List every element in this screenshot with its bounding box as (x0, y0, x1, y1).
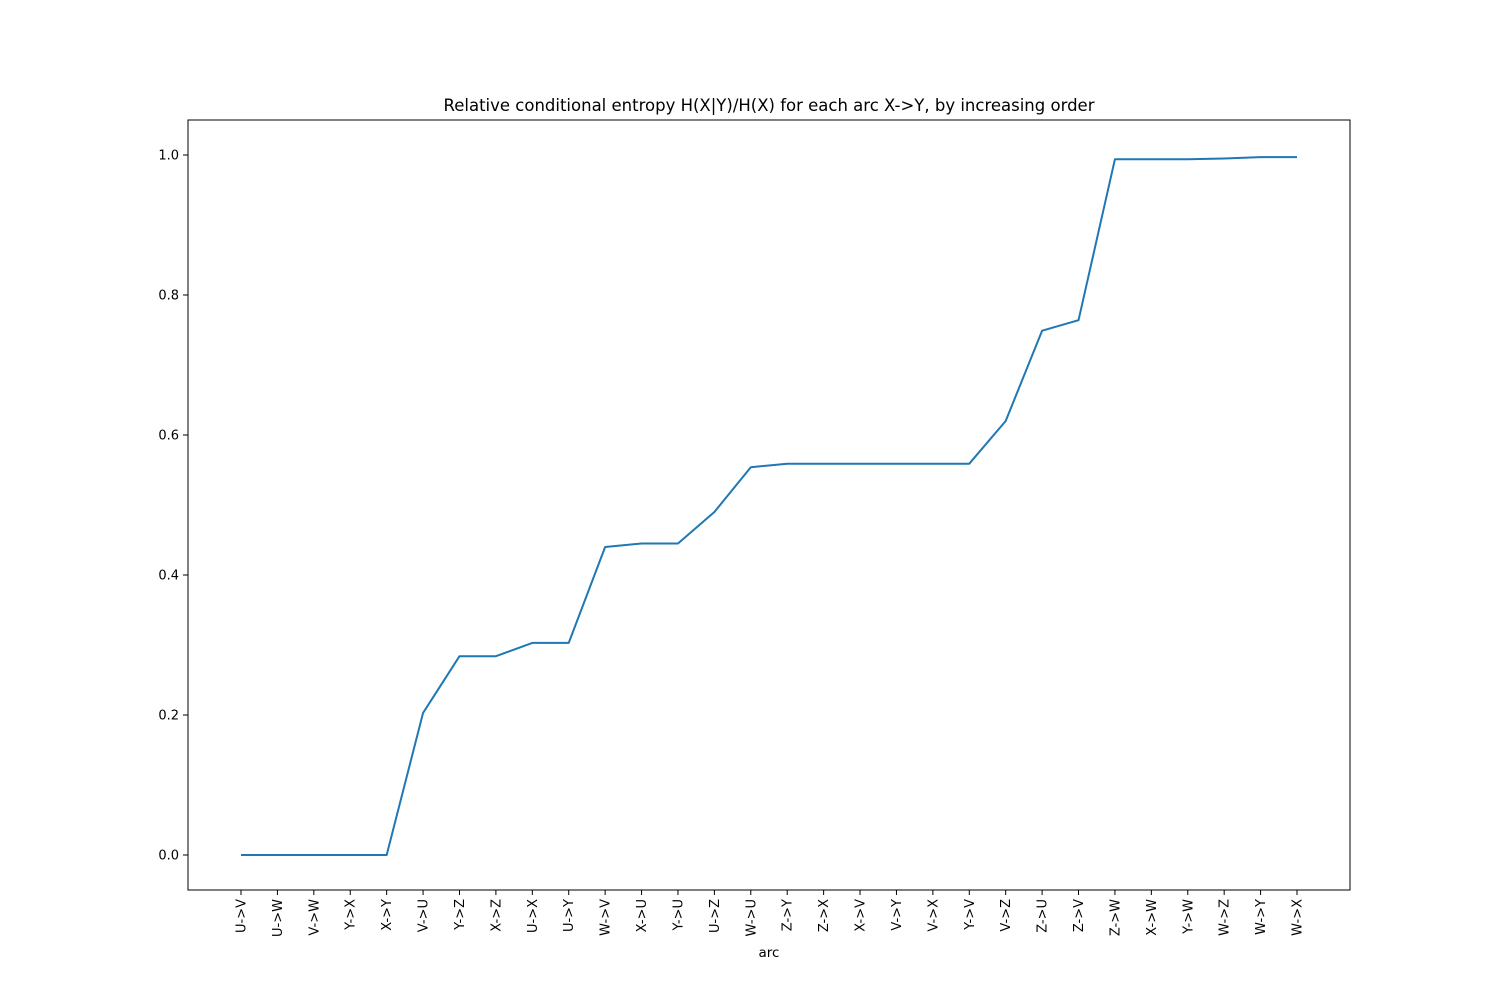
x-tick-label: Y->V (963, 899, 978, 931)
x-tick-label: U->W (271, 899, 286, 937)
x-tick-label: Z->V (1072, 899, 1087, 932)
x-tick-label: W->X (1291, 899, 1306, 936)
x-tick-label: Z->W (1108, 899, 1123, 936)
y-axis: 0.0 0.2 0.4 0.6 0.8 1.0 (158, 149, 188, 864)
x-tick-label: X->W (1145, 899, 1160, 936)
x-tick-label: W->V (599, 899, 614, 936)
y-tick-label: 0.8 (158, 289, 179, 304)
x-tick-label: W->Z (1218, 899, 1233, 936)
y-tick-label: 0.6 (158, 429, 179, 444)
x-tick-label: Y->W (1181, 899, 1196, 935)
chart-title: Relative conditional entropy H(X|Y)/H(X)… (444, 96, 1095, 115)
plot-area (187, 119, 1351, 891)
x-tick-label: U->Z (708, 899, 723, 933)
y-tick-label: 0.2 (158, 709, 179, 724)
x-tick-label: U->Y (562, 899, 577, 932)
series-line (241, 156, 1297, 856)
x-tick-label: U->X (526, 899, 541, 933)
x-tick-label: Z->Y (781, 899, 796, 931)
x-axis: U->V U->W V->W Y->X X->Y V->U Y->Z X->Z U->X U->Y… (235, 890, 1306, 937)
x-tick-label: W->U (744, 899, 759, 936)
x-tick-label: V->W (307, 899, 322, 936)
x-tick-label: Y->U (671, 899, 686, 932)
x-tick-label: U->V (235, 899, 250, 933)
x-tick-label: Z->X (817, 899, 832, 932)
x-tick-label: X->V (854, 899, 869, 932)
y-tick-label: 0.4 (158, 569, 179, 584)
x-tick-label: V->X (926, 899, 941, 932)
x-tick-label: Y->Z (453, 899, 468, 931)
x-tick-label: X->Y (380, 899, 395, 931)
x-tick-label: Y->X (344, 899, 359, 931)
y-tick-label: 1.0 (158, 149, 179, 164)
x-tick-label: X->U (635, 899, 650, 932)
x-tick-label: V->U (417, 899, 432, 932)
x-tick-label: X->Z (489, 899, 504, 932)
y-tick-label: 0.0 (158, 849, 179, 864)
x-axis-label: arc (759, 945, 780, 961)
x-tick-label: V->Z (999, 899, 1014, 932)
x-tick-label: W->Y (1254, 899, 1269, 935)
x-tick-label: V->Y (890, 899, 905, 931)
x-tick-label: Z->U (1036, 899, 1051, 933)
